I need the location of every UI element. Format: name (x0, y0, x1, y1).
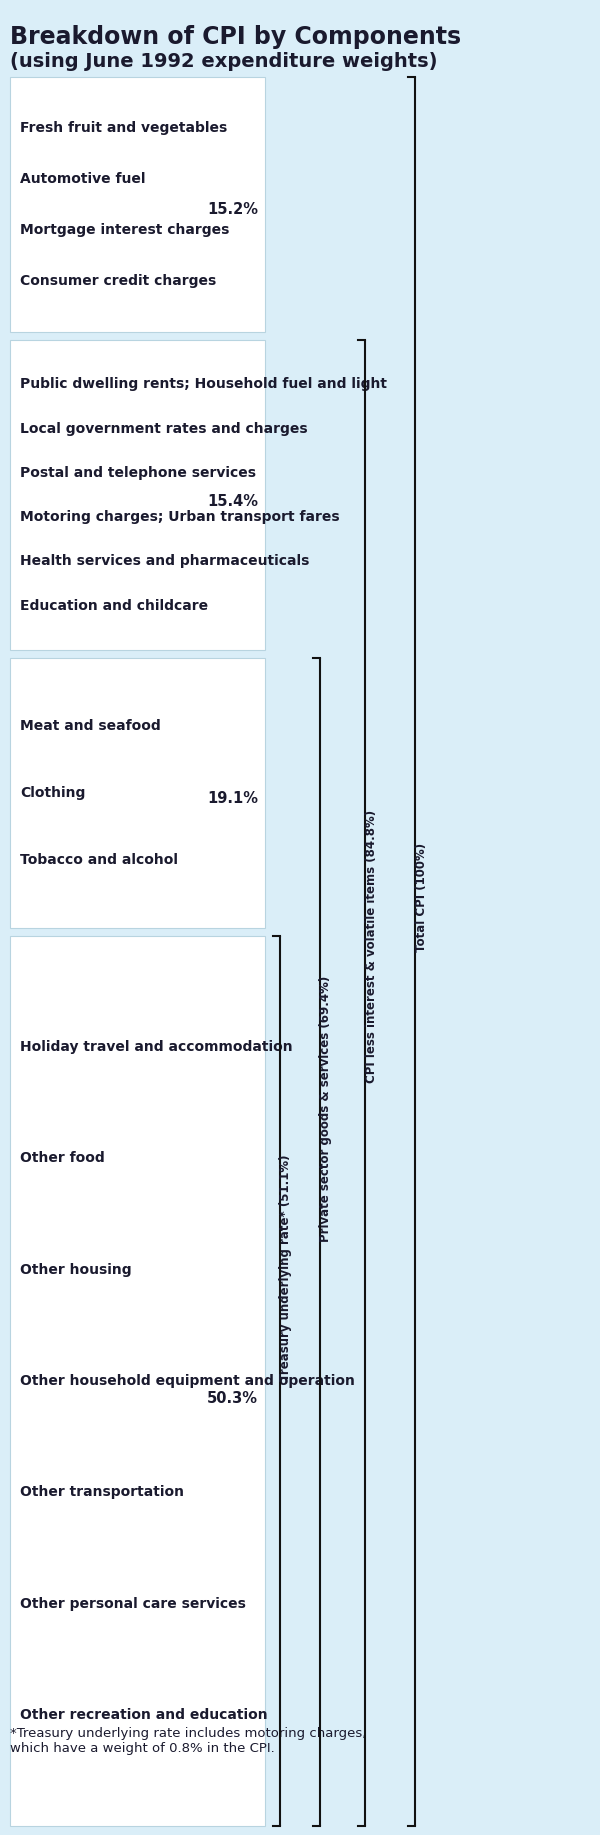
Text: Total CPI (100%): Total CPI (100%) (415, 842, 427, 952)
Bar (10, 659, 265, 929)
Text: Automotive fuel: Automotive fuel (20, 172, 146, 185)
Text: Other household equipment and operation: Other household equipment and operation (20, 1374, 355, 1387)
Text: Breakdown of CPI by Components: Breakdown of CPI by Components (10, 26, 461, 50)
Bar (10, 936, 265, 1826)
Text: Mortgage interest charges: Mortgage interest charges (20, 224, 229, 237)
Text: Motoring charges; Urban transport fares: Motoring charges; Urban transport fares (20, 510, 340, 525)
Text: Private sector goods & services (69.4%): Private sector goods & services (69.4%) (320, 976, 332, 1242)
Text: Postal and telephone services: Postal and telephone services (20, 466, 256, 481)
Bar (10, 77, 265, 332)
Text: Clothing: Clothing (20, 785, 85, 800)
Text: Fresh fruit and vegetables: Fresh fruit and vegetables (20, 121, 227, 136)
Text: Other food: Other food (20, 1152, 105, 1165)
Text: 19.1%: 19.1% (207, 791, 258, 806)
Text: Other recreation and education: Other recreation and education (20, 1708, 268, 1721)
Text: Other housing: Other housing (20, 1262, 131, 1277)
Text: 15.4%: 15.4% (207, 494, 258, 508)
Text: Local government rates and charges: Local government rates and charges (20, 422, 308, 435)
Text: Treasury underlying rate* (51.1%): Treasury underlying rate* (51.1%) (280, 1154, 293, 1382)
Text: Health services and pharmaceuticals: Health services and pharmaceuticals (20, 554, 310, 569)
Text: 15.2%: 15.2% (207, 202, 258, 217)
Text: Other transportation: Other transportation (20, 1485, 184, 1499)
Text: (using June 1992 expenditure weights): (using June 1992 expenditure weights) (10, 51, 437, 72)
Text: Other personal care services: Other personal care services (20, 1596, 246, 1611)
Text: Meat and seafood: Meat and seafood (20, 719, 161, 732)
Text: Public dwelling rents; Household fuel and light: Public dwelling rents; Household fuel an… (20, 378, 387, 391)
Text: *Treasury underlying rate includes motoring charges,
which have a weight of 0.8%: *Treasury underlying rate includes motor… (10, 1727, 367, 1754)
Text: Education and childcare: Education and childcare (20, 598, 208, 613)
Bar (10, 339, 265, 650)
Text: CPI less interest & volatile items (84.8%): CPI less interest & volatile items (84.8… (365, 809, 377, 1083)
Text: 50.3%: 50.3% (207, 1391, 258, 1406)
Text: Holiday travel and accommodation: Holiday travel and accommodation (20, 1040, 293, 1055)
Text: Consumer credit charges: Consumer credit charges (20, 273, 216, 288)
Text: Tobacco and alcohol: Tobacco and alcohol (20, 853, 178, 868)
